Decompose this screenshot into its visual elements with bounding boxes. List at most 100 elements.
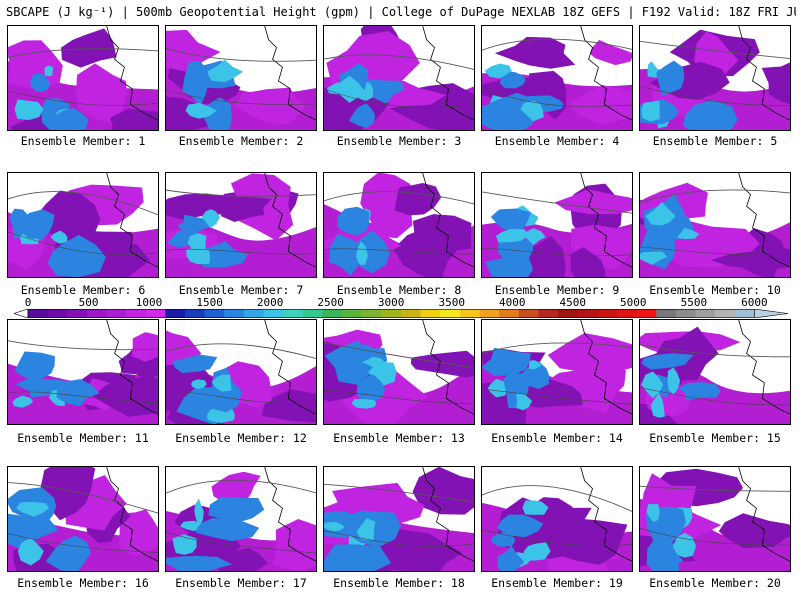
height-contour (482, 191, 632, 214)
cape-field-high (172, 534, 197, 555)
colorbar-swatch (204, 309, 225, 318)
cape-field-mid (348, 103, 376, 129)
colorbar-swatch (459, 309, 480, 318)
map-panel-member-8 (323, 172, 475, 278)
cape-field-high (206, 59, 244, 83)
cape-field-patch (570, 247, 606, 277)
colorbar-swatch (243, 309, 264, 318)
coastline (106, 467, 158, 562)
colorbar-tick-4000: 4000 (498, 296, 526, 309)
height-contour (482, 485, 632, 512)
colorbar-swatch (86, 309, 107, 318)
cape-field-high (185, 247, 211, 265)
colorbar-swatch (67, 309, 88, 318)
coastline (106, 173, 158, 268)
cape-field-high (646, 503, 660, 522)
colorbar-tick-3500: 3500 (438, 296, 465, 309)
cape-field-high (523, 542, 551, 561)
map-panel-member-6 (7, 172, 159, 278)
coastline (580, 26, 632, 121)
state-border (8, 391, 158, 404)
cape-field-patch (131, 332, 158, 362)
colorbar-tick-2500: 2500 (317, 296, 344, 309)
map-panel-member-1 (7, 25, 159, 131)
cape-field-mid (655, 60, 685, 97)
colorbar-swatch (734, 309, 755, 318)
cape-field-mid (497, 514, 544, 538)
height-contour (8, 48, 158, 58)
map-panel-member-13 (323, 319, 475, 425)
colorbar-under-arrow (14, 309, 29, 318)
member-label-18: Ensemble Member: 18 (333, 576, 465, 590)
coastline (264, 26, 316, 121)
member-label-15: Ensemble Member: 15 (649, 431, 781, 445)
cape-field-high (667, 367, 681, 396)
colorbar-swatch (538, 309, 559, 318)
colorbar-tick-1500: 1500 (196, 296, 223, 309)
cape-field-high (16, 501, 50, 517)
height-contour (324, 483, 474, 503)
coastline (106, 320, 158, 415)
height-contour (8, 340, 158, 351)
member-label-9: Ensemble Member: 9 (494, 283, 620, 297)
coastline (422, 467, 474, 562)
cape-field-patch (273, 519, 316, 571)
colorbar-tick-labels: 0 500 1000 1500 2000 2500 3000 3500 4000 4500 5000… (0, 296, 800, 309)
colorbar-swatch (165, 309, 186, 318)
cape-field-patch (262, 389, 316, 423)
coastline (106, 26, 158, 121)
coastline (738, 467, 790, 562)
colorbar-tick-5500: 5500 (680, 296, 708, 309)
cape-field-patch (710, 246, 790, 270)
state-border (166, 248, 316, 255)
member-label-13: Ensemble Member: 13 (333, 431, 465, 445)
colorbar-swatch (361, 309, 382, 318)
cape-field-high (529, 360, 542, 370)
member-label-14: Ensemble Member: 14 (491, 431, 623, 445)
state-border (324, 88, 474, 108)
colorbar-tick-3000: 3000 (377, 296, 405, 309)
cape-field-high (211, 374, 232, 392)
map-panel-member-15 (639, 319, 791, 425)
colorbar-tick-5000: 5000 (620, 296, 647, 309)
height-contour (640, 189, 790, 204)
member-label-2: Ensemble Member: 2 (178, 134, 304, 148)
colorbar-swatch (597, 309, 618, 318)
member-label-12: Ensemble Member: 12 (175, 431, 307, 445)
coastline (738, 26, 790, 121)
colorbar-tick-0: 0 (24, 296, 32, 309)
colorbar-tick-4500: 4500 (559, 296, 587, 309)
state-border (482, 247, 632, 257)
cape-field-high (17, 537, 44, 566)
colorbar-swatch (224, 309, 245, 318)
cape-field-high (495, 228, 529, 243)
state-border (324, 389, 474, 405)
state-border (324, 248, 474, 255)
cape-field-mid (182, 60, 209, 107)
colorbar-swatch (715, 309, 736, 318)
height-contour (166, 47, 316, 62)
map-panel-member-14 (481, 319, 633, 425)
cape-field-patch (412, 467, 474, 515)
coastline (580, 173, 632, 268)
cape-field-patch (119, 509, 158, 556)
cape-field-mid (499, 70, 526, 89)
cape-field-high (645, 202, 676, 226)
cape-field-high (361, 356, 385, 368)
colorbar-swatch (283, 309, 304, 318)
cape-field-high (356, 241, 369, 266)
state-border (166, 89, 316, 105)
map-panel-member-18 (323, 466, 475, 572)
map-panel-member-10 (639, 172, 791, 278)
height-contour (482, 342, 632, 354)
map-panel-member-2 (165, 25, 317, 131)
cape-field-high (12, 395, 34, 408)
cape-field-patch (761, 62, 790, 105)
cape-field-patch (394, 183, 442, 216)
colorbar-swatch (577, 309, 598, 318)
cape-field-patch (76, 63, 128, 124)
page-title: SBCAPE (J kg⁻¹) | 500mb Geopotential Hei… (6, 5, 796, 19)
colorbar-swatch (263, 309, 284, 318)
member-label-16: Ensemble Member: 16 (17, 576, 149, 590)
colorbar-swatch (401, 309, 421, 318)
